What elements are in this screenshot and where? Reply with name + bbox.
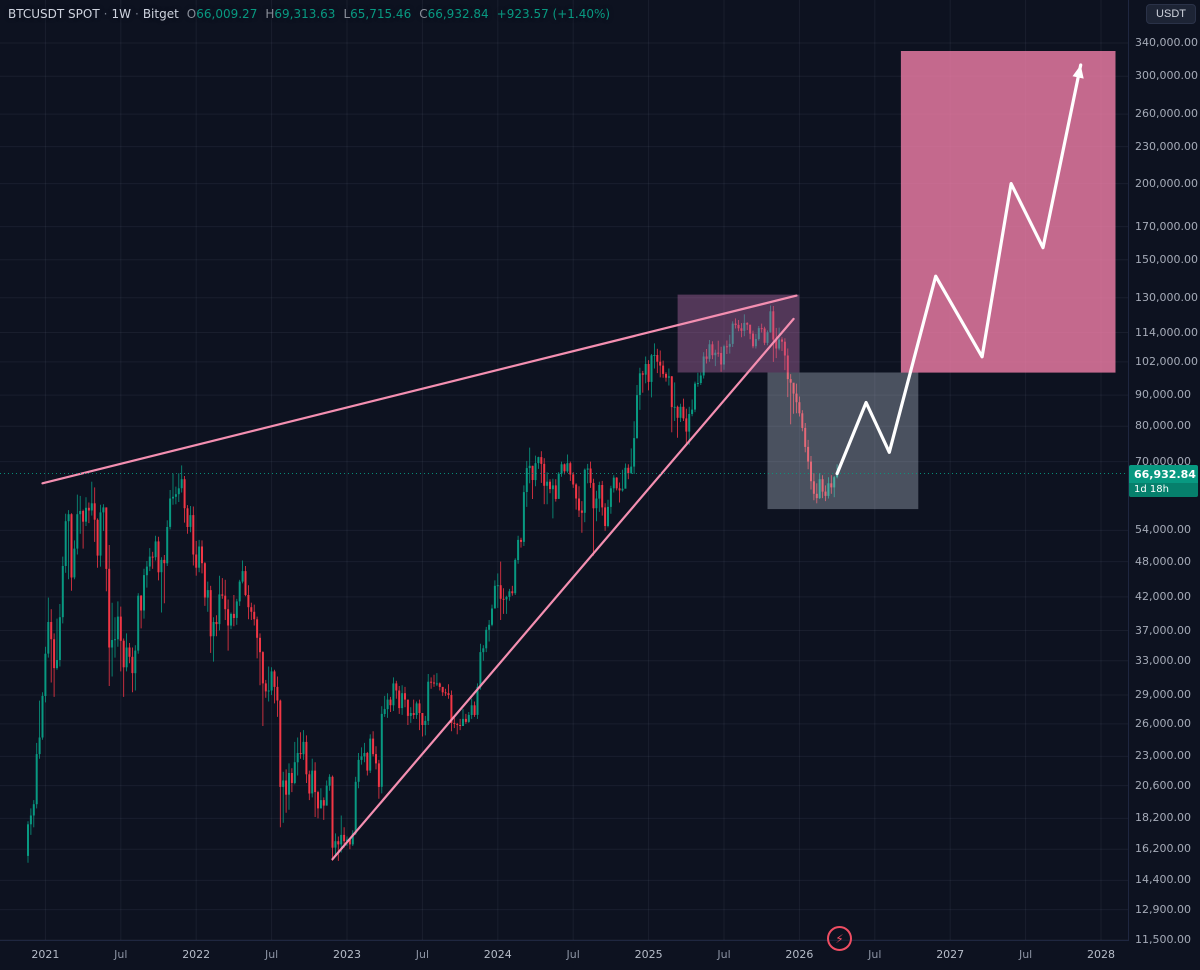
price-tick-label: 80,000.00 [1135,419,1191,433]
interval-label[interactable]: 1W [111,7,131,21]
ohlc-high-value: 69,313.63 [274,7,336,21]
price-tick-label: 26,000.00 [1135,716,1191,730]
ohlc-open-key: O [186,7,197,21]
price-tick-label: 340,000.00 [1135,36,1198,49]
lightning-icon[interactable]: ⚡ [827,926,852,951]
price-tick-label: 33,000.00 [1135,653,1191,667]
price-tick-label: 18,200.00 [1135,811,1191,825]
support-retest-box[interactable] [767,372,919,510]
separator-dot: · [103,7,108,21]
ohlc-low-key: L [343,7,351,21]
price-tick-label: 42,000.00 [1135,589,1191,603]
price-tick-label: 12,900.00 [1135,902,1191,916]
currency-toggle-button[interactable]: USDT [1146,4,1196,24]
ohlc-open-value: 66,009.27 [196,7,258,21]
time-tick-label: Jul [1018,948,1033,961]
price-tick-label: 70,000.00 [1135,454,1191,468]
time-tick-label: 2027 [936,948,965,961]
price-tick-label: 230,000.00 [1135,139,1198,153]
lightning-glyph: ⚡ [835,931,844,946]
chart-area[interactable]: BTCUSDT SPOT · 1W · Bitget O66,009.27 H69,313.… [0,0,1129,941]
time-tick-label: Jul [566,948,580,961]
price-tick-label: 200,000.00 [1135,176,1198,190]
price-tick-label: 130,000.00 [1135,290,1198,304]
distribution-top-box[interactable] [677,294,800,373]
price-tick-label: 16,200.00 [1135,842,1191,856]
price-tick-label: 37,000.00 [1135,623,1191,637]
price-tick-label: 90,000.00 [1135,388,1191,402]
lower-wedge-line[interactable] [331,317,795,861]
chart-svg[interactable] [0,0,1128,940]
ohlc-close-key: C [419,7,428,21]
time-axis[interactable]: 2021 Jul 2022 Jul 2023 Jul 2024 Jul 2025 Jul 2026 J… [0,941,1128,970]
current-price-value: 66,932.84 [1134,467,1196,481]
price-axis[interactable]: 340,000.00 300,000.00 260,000.00 230,000.00… [1129,0,1200,946]
price-tick-label: 14,400.00 [1135,873,1191,887]
upper-wedge-line[interactable] [41,294,798,485]
projection-arrow-head [1072,65,1084,79]
time-tick-label: 2024 [483,948,512,961]
price-tick-label: 114,000.00 [1135,325,1198,339]
bar-countdown: 1d 18h [1129,482,1198,497]
price-tick-label: 11,500.00 [1135,933,1191,946]
separator-dot: · [134,7,139,21]
ohlc-close-value: 66,932.84 [427,7,489,21]
price-tick-label: 23,000.00 [1135,749,1191,763]
price-tick-label: 150,000.00 [1135,252,1198,266]
price-tick-label: 20,600.00 [1135,778,1191,792]
price-tick-label: 260,000.00 [1135,107,1198,121]
time-tick-label: 2025 [634,948,663,961]
grid-lines [0,0,1128,940]
time-tick-label: Jul [717,948,731,961]
target-zone-box[interactable] [900,51,1116,373]
projection-arrow-path[interactable] [835,63,1083,476]
time-tick-label: 2026 [785,948,814,961]
exchange-name[interactable]: Bitget [142,7,179,21]
ohlc-high-key: H [265,7,275,21]
time-tick-label: 2023 [333,948,361,961]
time-tick-label: Jul [264,948,279,961]
candles-down [50,306,833,861]
time-tick-label: 2021 [31,948,60,961]
time-tick-label: 2028 [1087,948,1115,961]
symbol-name[interactable]: BTCUSDT SPOT [8,7,100,21]
time-tick-label: 2022 [182,948,211,961]
price-tick-label: 300,000.00 [1135,69,1198,83]
symbol-legend: BTCUSDT SPOT · 1W · Bitget O66,009.27 H69,313.… [8,7,610,21]
price-tick-label: 54,000.00 [1135,523,1191,537]
price-tick-label: 170,000.00 [1135,219,1198,233]
ohlc-low-value: 65,715.46 [350,7,412,21]
current-price-tag: 66,932.84 1d 18h [1129,464,1198,497]
time-tick-label: Jul [114,948,128,961]
price-tick-label: 48,000.00 [1135,554,1191,568]
time-tick-label: Jul [868,948,882,961]
price-change-label: +923.57 (+1.40%) [496,7,611,21]
time-tick-label: Jul [415,948,430,961]
price-tick-label: 102,000.00 [1135,354,1198,368]
price-tick-label: 29,000.00 [1135,688,1191,701]
candles-up [27,305,839,863]
